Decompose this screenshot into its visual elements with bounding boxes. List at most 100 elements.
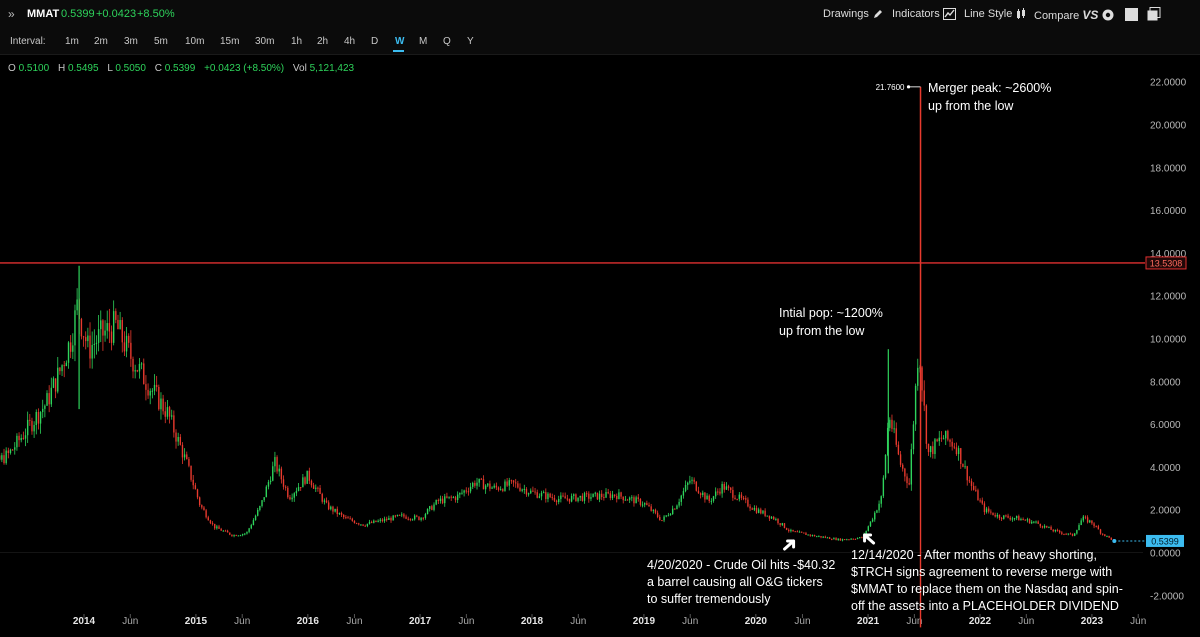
- interval-15m[interactable]: 15m: [220, 36, 240, 47]
- x-tick-label: Jun: [346, 616, 362, 627]
- interval-30m[interactable]: 30m: [255, 36, 275, 47]
- compare-button[interactable]: Compare VS: [1034, 8, 1098, 22]
- interval-4h[interactable]: 4h: [344, 36, 356, 47]
- candle-body: [110, 331, 113, 343]
- candle-body: [687, 482, 689, 485]
- candle-body: [14, 447, 16, 450]
- candle-body: [37, 412, 40, 424]
- interval-d[interactable]: D: [371, 36, 379, 47]
- gear-icon[interactable]: [1101, 8, 1115, 22]
- change-readout: +0.0423 (+8.50%): [204, 63, 285, 74]
- candle-body: [841, 539, 844, 541]
- expand-icon[interactable]: »: [8, 7, 15, 21]
- x-tick-label: Jun: [682, 616, 698, 627]
- candle-body: [231, 534, 233, 537]
- candle-body: [639, 498, 642, 505]
- candle-body: [472, 482, 474, 487]
- interval-1m[interactable]: 1m: [65, 36, 79, 47]
- candle-body: [534, 491, 536, 493]
- y-tick-label: 0.0000: [1150, 549, 1181, 560]
- candle-body: [302, 477, 304, 488]
- annotation-crude-oil-line: a barrel causing all O&G tickers: [647, 575, 823, 589]
- candle-body: [495, 485, 498, 488]
- y-tick-label: 8.0000: [1150, 377, 1181, 388]
- candle-body: [1018, 516, 1020, 521]
- candle-body: [867, 526, 870, 531]
- candle-body: [536, 492, 538, 498]
- candle-body: [151, 390, 154, 392]
- candle-body: [1052, 529, 1054, 532]
- interval-m[interactable]: M: [419, 36, 428, 47]
- interval-bar: Interval: 1m 2m 3m 5m 10m 15m 30m 1h 2h …: [0, 30, 1200, 55]
- drawings-button[interactable]: Drawings: [823, 8, 884, 20]
- interval-10m[interactable]: 10m: [185, 36, 205, 47]
- candle-body: [889, 419, 891, 428]
- candle-body: [308, 470, 311, 481]
- last-price-label: 0.5399: [1151, 536, 1179, 546]
- candle-body: [663, 516, 665, 521]
- y-tick-label: 16.0000: [1150, 206, 1187, 217]
- candle-body: [785, 527, 788, 530]
- candle-body: [448, 496, 450, 498]
- annotation-initial-pop-line: up from the low: [779, 324, 865, 338]
- symbol-label[interactable]: MMAT: [27, 8, 60, 20]
- interval-q[interactable]: Q: [443, 36, 451, 47]
- candle-body: [899, 454, 902, 465]
- candle-body: [345, 517, 347, 519]
- candle-body: [891, 419, 893, 429]
- y-tick-label: 20.0000: [1150, 121, 1187, 132]
- interval-2m[interactable]: 2m: [94, 36, 108, 47]
- windows-icon[interactable]: [1147, 7, 1161, 21]
- candle-body: [693, 479, 695, 482]
- interval-5m[interactable]: 5m: [154, 36, 168, 47]
- candle-body: [347, 517, 349, 519]
- candle-body: [635, 497, 637, 504]
- candle-body: [626, 499, 629, 501]
- candle-body: [143, 363, 145, 385]
- candle-body: [287, 487, 289, 498]
- candle-body: [942, 438, 945, 440]
- candle-body: [996, 514, 999, 517]
- candle-body: [826, 537, 829, 539]
- candle-body: [439, 498, 442, 502]
- candle-body: [917, 367, 919, 386]
- candle-body: [527, 493, 530, 495]
- candle-body: [338, 513, 341, 515]
- candle-body: [637, 497, 639, 499]
- interval-y[interactable]: Y: [467, 36, 474, 47]
- candle-body: [577, 497, 579, 502]
- low-value: 0.5050: [115, 63, 146, 74]
- price-change: +0.0423: [96, 8, 137, 20]
- candle-body: [650, 506, 652, 511]
- candle-body: [904, 468, 906, 477]
- candle-body: [633, 497, 635, 504]
- candle-body: [923, 390, 925, 406]
- candle-body: [246, 531, 248, 534]
- price-chart[interactable]: 22.0000 20.0000 18.0000 16.0000 14.0000 12.00…: [0, 55, 1200, 637]
- indicators-button[interactable]: Indicators: [892, 8, 956, 21]
- line-style-button[interactable]: Line Style: [964, 8, 1027, 20]
- candle-body: [1093, 523, 1095, 527]
- candle-body: [224, 530, 227, 532]
- candle-body: [237, 535, 240, 537]
- candle-body: [162, 398, 164, 412]
- candle-body: [502, 489, 504, 491]
- candle-body: [52, 378, 55, 388]
- interval-3m[interactable]: 3m: [124, 36, 138, 47]
- square-icon[interactable]: [1125, 8, 1138, 21]
- candle-body: [327, 502, 330, 510]
- candle-body: [209, 520, 212, 524]
- candle-body: [549, 493, 551, 498]
- interval-2h[interactable]: 2h: [317, 36, 329, 47]
- candle-body: [394, 515, 397, 517]
- candle-body: [1013, 518, 1016, 520]
- candle-body: [854, 538, 857, 540]
- interval-w[interactable]: W: [395, 36, 405, 47]
- candle-body: [300, 487, 302, 489]
- candle-body: [379, 519, 381, 521]
- ohlc-readout: O 0.5100 H 0.5495 L 0.5050 C 0.5399 +0.0…: [8, 63, 360, 74]
- candle-body: [936, 439, 938, 442]
- candle-body: [181, 444, 184, 458]
- candle-body: [373, 520, 375, 523]
- interval-1h[interactable]: 1h: [291, 36, 303, 47]
